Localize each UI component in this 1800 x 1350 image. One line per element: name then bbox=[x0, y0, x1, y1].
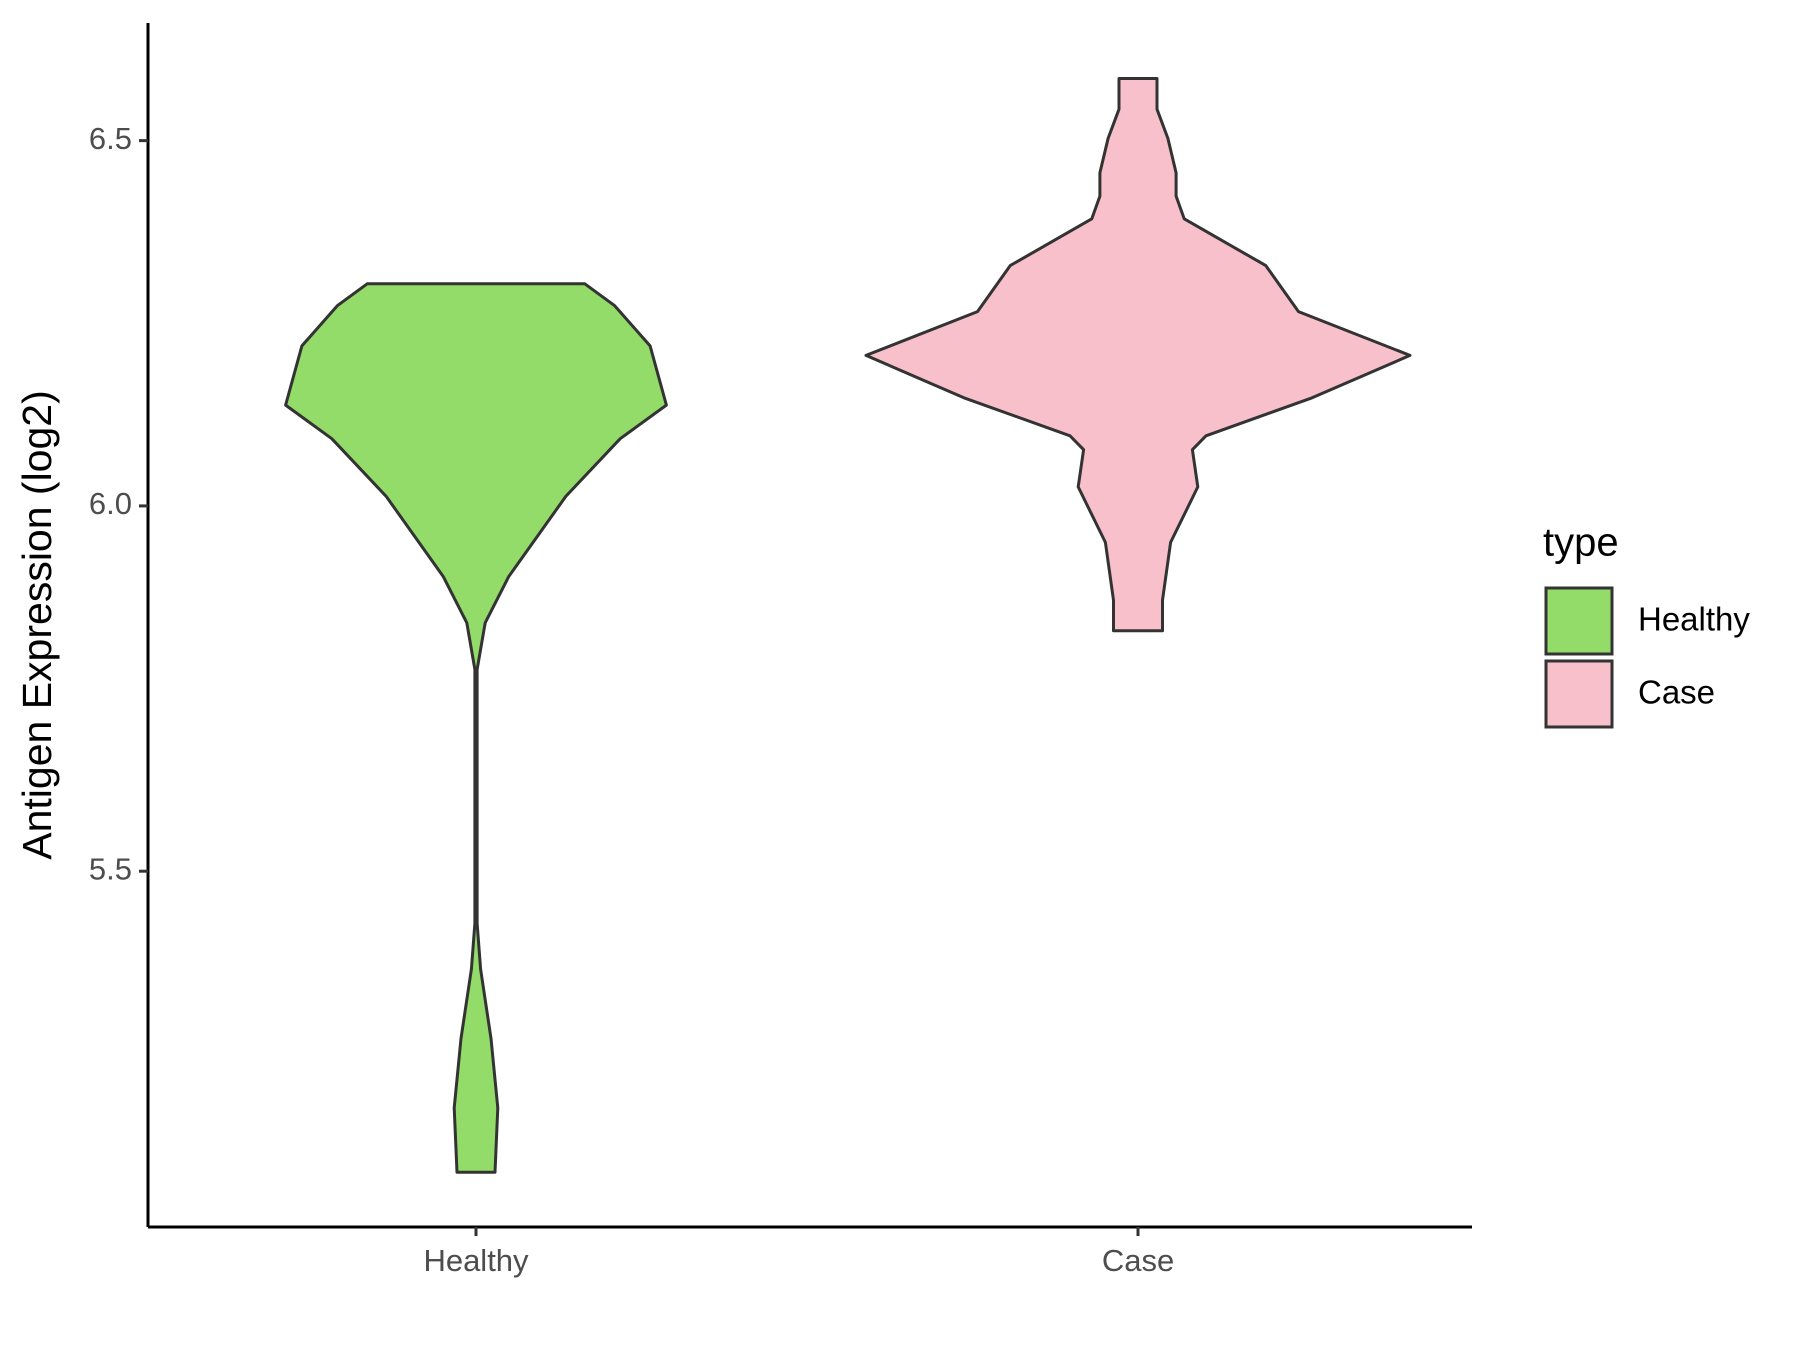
legend-key bbox=[1544, 659, 1614, 729]
x-tick-label: Case bbox=[1102, 1243, 1174, 1278]
violin bbox=[864, 77, 1412, 633]
legend-label: Healthy bbox=[1638, 601, 1750, 638]
x-tick-label: Healthy bbox=[423, 1243, 529, 1278]
y-tick-label: 6.0 bbox=[89, 486, 132, 521]
legend-label: Case bbox=[1638, 674, 1715, 711]
y-tick-label: 6.5 bbox=[89, 121, 132, 156]
y-tick-label: 5.5 bbox=[89, 851, 132, 886]
legend-title: type bbox=[1543, 521, 1619, 565]
y-axis-title: Antigen Expression (log2) bbox=[14, 390, 60, 859]
legend-key bbox=[1544, 586, 1614, 656]
violin bbox=[284, 282, 668, 1174]
